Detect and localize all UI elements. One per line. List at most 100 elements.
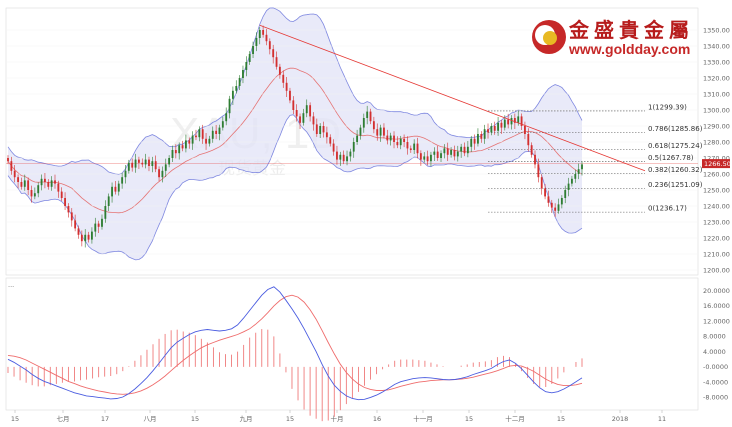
candle-body <box>346 156 348 162</box>
macd-indicator <box>7 286 583 422</box>
time-tick-label: 15 <box>286 415 294 423</box>
candle-body <box>255 38 258 46</box>
candle-body <box>23 180 26 187</box>
candle-body <box>121 177 124 184</box>
candle-body <box>430 154 432 162</box>
candle-body <box>463 146 466 154</box>
candle-body <box>309 105 312 117</box>
macd-tick-label: -4.0000 <box>703 378 728 386</box>
candle-body <box>178 145 181 154</box>
candle-body <box>537 164 540 178</box>
candle-body <box>305 105 308 114</box>
candle-body <box>107 196 110 206</box>
candle-body <box>544 188 546 197</box>
candle-body <box>47 182 50 187</box>
candle-body <box>10 161 13 171</box>
time-tick-label: 七月 <box>57 414 70 423</box>
candle-body <box>487 129 489 133</box>
macd-tick-label: 20.0000 <box>703 287 730 295</box>
candle-body <box>372 121 375 130</box>
candle-body <box>37 185 40 194</box>
candle-body <box>567 183 570 190</box>
candle-body <box>148 159 150 166</box>
candle-body <box>158 169 160 178</box>
candle-body <box>215 130 218 134</box>
candle-body <box>30 190 33 197</box>
candle-body <box>225 113 228 122</box>
fibonacci-retracement: 1(1299.39) 0.786(1285.86) 0.618(1275.24) 0.… <box>488 103 703 213</box>
candle-body <box>366 111 369 118</box>
candle-body <box>141 162 144 165</box>
macd-tick-label: 8.0000 <box>703 333 726 341</box>
candle-body <box>268 41 271 50</box>
candle-body <box>524 126 526 134</box>
candle-body <box>218 127 221 134</box>
time-tick-label: 16 <box>373 415 381 423</box>
candle-body <box>319 126 322 134</box>
candle-body <box>396 142 399 146</box>
candle-body <box>191 135 194 144</box>
candle-body <box>27 180 30 190</box>
candle-body <box>174 150 177 154</box>
candle-body <box>352 142 355 152</box>
candle-body <box>101 218 103 227</box>
candle-body <box>168 158 171 165</box>
candle-body <box>460 146 463 152</box>
time-axis: 15 七月 17 八月 15 九月 15 十月 16 十一月 15 十二月 15 2018 11 <box>11 410 666 423</box>
trend-line <box>259 24 646 172</box>
candle-body <box>184 140 187 149</box>
candle-body <box>208 138 211 144</box>
price-tick-label: 1210.00 <box>703 250 730 258</box>
candle-body <box>399 138 402 146</box>
candle-body <box>188 140 191 144</box>
candle-body <box>581 164 583 170</box>
candle-body <box>362 118 365 128</box>
candle-body <box>443 148 446 154</box>
candle-body <box>67 206 70 213</box>
candle-body <box>547 196 550 203</box>
price-tick-label: 1350.00 <box>703 26 730 34</box>
candle-body <box>503 119 506 128</box>
candle-body <box>322 126 325 133</box>
candle-body <box>440 153 442 158</box>
candle-body <box>44 178 46 182</box>
candle-body <box>201 129 204 139</box>
price-tick-label: 1320.00 <box>703 74 730 82</box>
time-tick-label: 11 <box>658 415 666 423</box>
fib-level-label: 0.5(1267.78) <box>648 154 694 162</box>
candle-body <box>74 220 77 229</box>
candle-body <box>540 177 543 189</box>
candle-body <box>470 138 473 147</box>
candle-body <box>312 116 315 125</box>
candle-body <box>483 129 486 139</box>
candle-body <box>510 118 513 125</box>
candle-body <box>127 162 130 171</box>
candle-body <box>124 170 127 178</box>
time-tick-label: 15 <box>557 415 565 423</box>
time-tick-label: 15 <box>465 415 473 423</box>
candle-body <box>450 150 453 155</box>
price-tick-label: 1300.00 <box>703 106 730 114</box>
candle-body <box>453 150 456 157</box>
macd-tick-label: 12.0000 <box>703 317 730 325</box>
fib-level-label: 0.236(1251.09) <box>648 181 703 189</box>
candle-body <box>409 148 412 150</box>
candle-body <box>111 186 113 197</box>
fib-level-label: 0(1236.17) <box>648 205 687 213</box>
candle-body <box>419 153 422 160</box>
candle-body <box>228 98 231 114</box>
candle-body <box>295 110 298 117</box>
candle-body <box>557 204 560 211</box>
logo-chinese-name: 金盛貴金屬 <box>568 18 694 42</box>
time-tick-label: 十二月 <box>505 414 525 423</box>
candle-body <box>426 156 429 162</box>
price-tick-label: 1260.00 <box>703 170 730 178</box>
candle-body <box>131 162 134 168</box>
candle-body <box>154 161 157 170</box>
candle-body <box>117 183 120 192</box>
candle-body <box>231 90 234 99</box>
bollinger-bands <box>7 7 583 261</box>
candle-body <box>265 34 268 42</box>
candle-body <box>211 130 214 139</box>
